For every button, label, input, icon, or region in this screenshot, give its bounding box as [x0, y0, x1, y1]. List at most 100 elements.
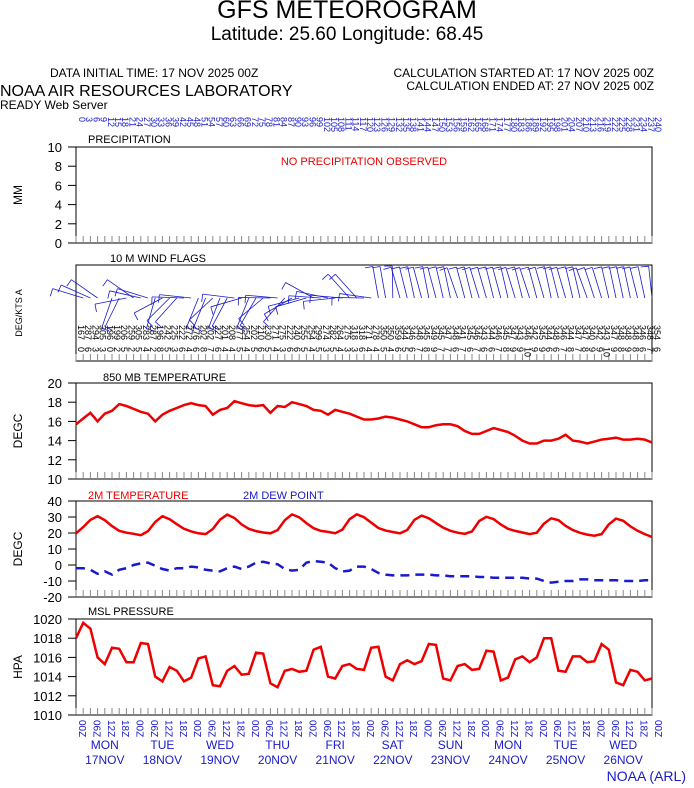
date-label: 17NOV: [85, 753, 124, 767]
hour-tick-label: 9: [99, 117, 109, 122]
wind-direction-label: 348: [623, 325, 633, 340]
wind-direction-label: 299: [314, 325, 324, 340]
wind-barb: [485, 266, 494, 299]
day-label: MON: [91, 738, 119, 752]
wind-direction-label: 345: [501, 325, 511, 340]
wind-barb: [575, 267, 588, 299]
wind-speed-label: 5: [162, 347, 172, 352]
wind-direction-label: 341: [458, 325, 468, 340]
server-name: READY Web Server: [0, 98, 108, 112]
wind-speed-label: 6: [213, 347, 223, 352]
wind-speed-label: 9: [530, 347, 540, 352]
y-tick-label: 1012: [33, 689, 62, 704]
wind-speed-label: 4: [386, 347, 396, 352]
wind-barb: [407, 266, 415, 299]
wind-speed-label: 9: [609, 347, 619, 352]
wind-barb: [648, 266, 653, 299]
wind-barb-feather: [114, 288, 118, 297]
wind-barb-feather: [428, 266, 437, 270]
wind-barb: [245, 294, 278, 299]
wind-direction-label: 271: [364, 325, 374, 340]
date-label: 20NOV: [258, 753, 297, 767]
wind-barb: [601, 266, 610, 299]
hour-tick-label: 171: [487, 117, 497, 132]
wind-speed-label: 2: [126, 347, 136, 352]
wind-direction-label: 349: [429, 325, 439, 340]
credit-label: NOAA (ARL): [606, 768, 686, 784]
hour-tick-label: 135: [401, 117, 411, 132]
wind-barb-feather: [477, 266, 486, 270]
no-precip-note: NO PRECIPITATION OBSERVED: [281, 156, 447, 168]
y-tick-label: 40: [48, 494, 62, 509]
wind-speed-label: 5: [263, 347, 273, 352]
wind-barb-feather: [244, 295, 247, 304]
calculation-started: CALCULATION STARTED AT: 17 NOV 2025 00Z: [393, 66, 654, 80]
wind-direction-label: 344: [566, 325, 576, 340]
time-tick-label: 00Z: [191, 720, 202, 737]
wind-speed-label: 6: [292, 347, 302, 352]
wind-direction-label: 348: [551, 325, 561, 340]
wind-direction-label: 199: [112, 325, 122, 340]
wind-speed-label: 3: [278, 347, 288, 352]
wind-barb: [399, 266, 408, 299]
time-tick-label: 12Z: [566, 720, 577, 737]
hour-tick-label: 18: [120, 117, 130, 127]
wind-speed-label: 3: [170, 347, 180, 352]
hour-tick-label: 87: [286, 117, 296, 127]
y-tick-label: 12: [48, 453, 62, 468]
hour-tick-label: 219: [603, 117, 613, 132]
wind-barb: [133, 297, 163, 314]
wind-speed-label: 8: [198, 347, 208, 352]
wind-speed-label: 4: [184, 347, 194, 352]
wind-direction-label: 287: [148, 325, 158, 340]
y-tick-label: 1010: [33, 708, 62, 723]
wind-barb-feather: [146, 328, 155, 332]
wind-barb: [152, 296, 185, 299]
wind-barb-feather: [439, 267, 448, 271]
wind-direction-label: 255: [299, 325, 309, 340]
hour-tick-label: 189: [531, 117, 541, 132]
wind-direction-label: 344: [400, 325, 410, 340]
day-label: MON: [494, 738, 522, 752]
hour-tick-label: 96: [307, 117, 317, 127]
wind-speed-label: 7: [472, 347, 482, 352]
hour-tick-label: 99: [315, 117, 325, 127]
wind-speed-label: 8: [566, 347, 576, 352]
time-tick-label: 12Z: [450, 720, 461, 737]
time-tick-label: 12Z: [623, 720, 634, 737]
wind-direction-label: 276: [191, 325, 201, 340]
wind-barb: [379, 266, 386, 299]
wind-barb-feather: [536, 266, 545, 269]
wind-barb-feather: [267, 306, 271, 315]
y-tick-label: -20: [43, 590, 62, 605]
wind-speed-label: 7: [414, 347, 424, 352]
wind-barb: [238, 297, 271, 299]
wind-direction-label: 350: [378, 325, 388, 340]
wind-barb: [591, 267, 602, 299]
date-label: 22NOV: [373, 753, 412, 767]
hour-tick-label: 156: [451, 117, 461, 132]
hour-tick-label: 213: [588, 117, 598, 132]
wind-barb: [463, 266, 473, 299]
y-tick-label: 16: [48, 414, 62, 429]
wind-barb-feather: [94, 304, 97, 313]
wind-direction-label: 294: [90, 325, 100, 340]
wind-barb: [608, 266, 617, 299]
time-tick-label: 00Z: [422, 720, 433, 737]
wind-barb-feather: [456, 266, 465, 270]
wind-speed-label: 5: [249, 347, 259, 352]
wind-barb: [544, 266, 552, 299]
wind-speed-label: 5: [378, 347, 388, 352]
time-tick-label: 12Z: [393, 720, 404, 737]
wind-barb-feather: [364, 266, 373, 269]
wind-direction-label: 346: [472, 325, 482, 340]
wind-direction-label: 350: [386, 325, 396, 340]
wind-direction-label: 340: [587, 325, 597, 340]
data-initial-time: DATA INITIAL TIME: 17 NOV 2025 00Z: [50, 66, 259, 80]
wind-speed-label: 6: [393, 347, 403, 352]
time-tick-label: 18Z: [119, 720, 130, 737]
hour-tick-label: 75: [257, 117, 267, 127]
wind-barb: [335, 273, 358, 299]
wind-speed-label: 4: [220, 347, 230, 352]
wind-direction-label: 344: [544, 325, 554, 340]
